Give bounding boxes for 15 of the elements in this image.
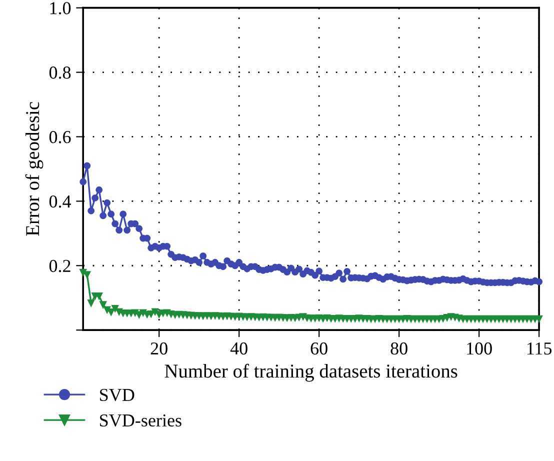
x-tick-label: 20 bbox=[150, 342, 168, 355]
legend-label: SVD-series bbox=[100, 414, 182, 427]
x-axis-title: Number of training datasets iterations bbox=[164, 364, 458, 382]
y-tick-label: 0.2 bbox=[49, 260, 70, 272]
y-axis-title: Error of geodesic bbox=[25, 102, 44, 236]
y-tick-label: 0.8 bbox=[49, 66, 71, 79]
y-tick-label: 0.6 bbox=[49, 130, 71, 144]
x-tick-label: 115 bbox=[527, 342, 552, 355]
y-tick-label: 0.4 bbox=[49, 195, 72, 208]
x-tick-label: 40 bbox=[230, 342, 248, 355]
x-tick-label: 60 bbox=[310, 342, 328, 355]
y-tick-label: 1.0 bbox=[50, 2, 71, 14]
x-tick-label: 80 bbox=[390, 342, 408, 355]
legend-label: SVD bbox=[100, 388, 134, 402]
x-tick-label: 100 bbox=[467, 342, 492, 355]
